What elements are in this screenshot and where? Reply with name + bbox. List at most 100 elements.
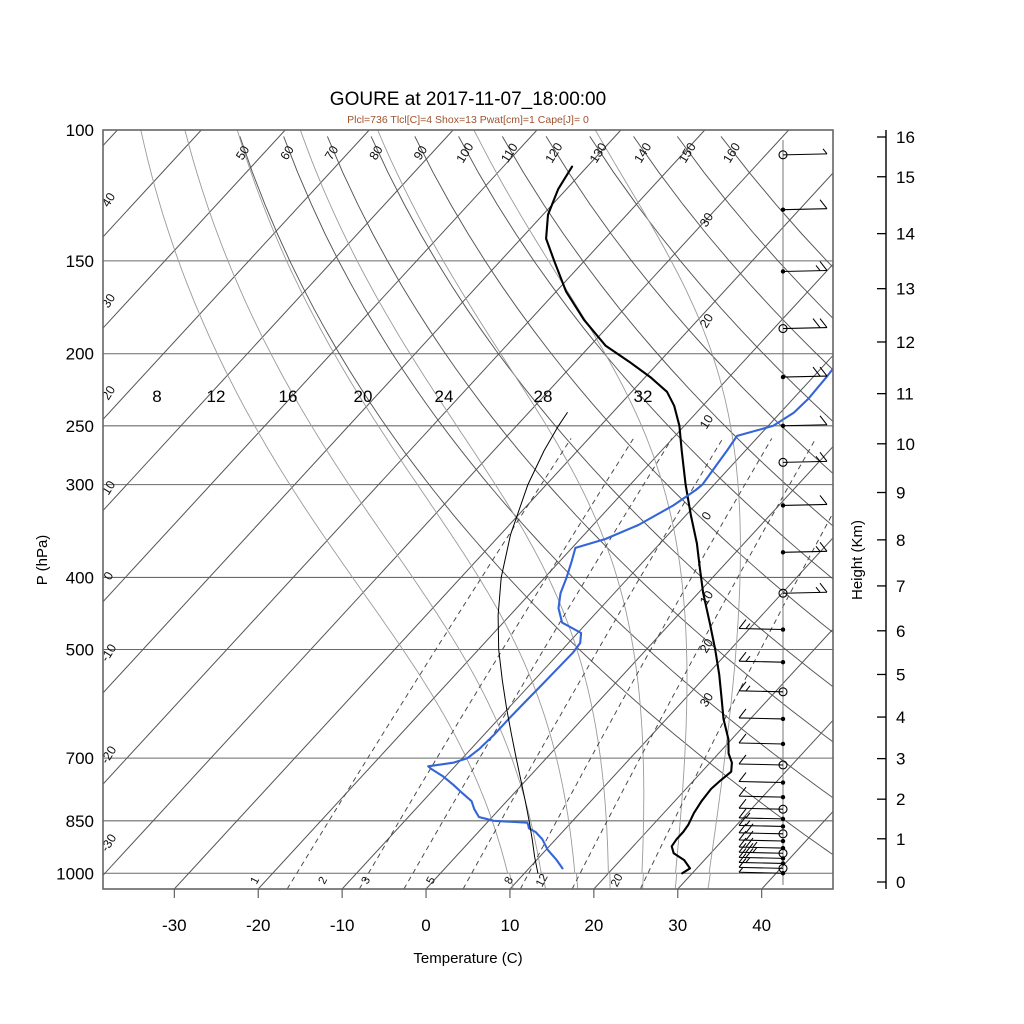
- moist-adiabat-label: 28: [534, 387, 553, 406]
- pressure-tick-label: 250: [66, 417, 94, 436]
- page-title: GOURE at 2017-11-07_18:00:00: [330, 89, 606, 110]
- height-tick-label: 15: [896, 168, 915, 187]
- wind-barb-full: [812, 366, 821, 377]
- dry-adiabat-label: 90: [411, 143, 430, 162]
- isotherm: [257, 263, 833, 889]
- height-tick-label: 9: [896, 484, 905, 503]
- mixing-ratio-label: 12: [534, 872, 551, 889]
- wind-barb: [738, 798, 788, 814]
- wind-barb-shaft: [738, 871, 784, 874]
- temperature-tick-label: 0: [421, 916, 430, 935]
- isotherm: [103, 130, 538, 603]
- wind-barb-half: [815, 545, 821, 552]
- wind-barb: [738, 816, 786, 829]
- height-tick-label: 3: [896, 750, 905, 769]
- wind-barb: [738, 708, 786, 722]
- pressure-tick-label: 700: [66, 749, 94, 768]
- height-tick-label: 0: [896, 873, 905, 892]
- isotherm-label-right: 10: [697, 412, 716, 431]
- wind-barb-full: [738, 619, 747, 629]
- wind-barb-half: [745, 857, 751, 863]
- wind-barb: [738, 681, 788, 697]
- temperature-tick-label: -10: [330, 916, 355, 935]
- isotherm: [103, 130, 370, 421]
- wind-barb-full: [738, 754, 747, 765]
- height-tick-label: 13: [896, 280, 915, 299]
- pressure-tick-label: 400: [66, 568, 94, 587]
- isotherm-label-left: 20: [99, 383, 118, 402]
- pressure-tick-label: 500: [66, 641, 94, 660]
- wind-barb-full: [745, 837, 754, 848]
- dry-adiabat-label: 50: [233, 143, 252, 162]
- moist-adiabat: [140, 130, 514, 889]
- y-axis-label-left: P (hPa): [34, 535, 51, 586]
- wind-barb-full: [738, 842, 747, 853]
- mixing-ratio-line: [639, 512, 833, 889]
- dry-adiabat: [501, 136, 833, 527]
- isotherm: [173, 172, 833, 889]
- moist-adiabat-label: 8: [152, 387, 161, 406]
- plot-frame: [102, 129, 834, 890]
- moist-adiabat: [377, 130, 645, 889]
- wind-barb-full: [738, 837, 747, 848]
- wind-barb: [780, 541, 828, 555]
- wind-barb-full: [819, 366, 828, 377]
- wind-barb-full: [819, 541, 828, 552]
- height-tick-label: 16: [896, 128, 915, 147]
- wind-barb-shaft: [738, 807, 784, 810]
- isotherm-label-right: 30: [697, 210, 716, 229]
- wind-barb: [778, 452, 828, 467]
- mixing-ratio-line: [403, 438, 673, 889]
- wind-barb: [778, 148, 828, 160]
- wind-barb-full: [738, 708, 747, 719]
- dry-adiabat: [414, 136, 833, 634]
- wind-barb-half: [745, 685, 751, 692]
- mixing-ratio-line: [358, 438, 634, 889]
- dry-adiabat-label: 70: [322, 143, 341, 162]
- dry-adiabat: [370, 136, 833, 688]
- isotherm: [103, 130, 790, 877]
- wind-barb-shaft: [738, 763, 784, 766]
- wind-barb-half: [738, 866, 744, 873]
- wind-barb-shaft: [738, 717, 784, 720]
- wind-barb-shaft: [738, 795, 784, 798]
- wind-barb: [738, 808, 786, 822]
- isotherm-label-right: 10: [697, 588, 716, 607]
- pressure-tick-label: 150: [66, 252, 94, 271]
- isotherm: [593, 628, 833, 889]
- wind-barb-full: [819, 415, 828, 426]
- wind-barb-half: [815, 456, 821, 462]
- wind-barb-shaft: [738, 781, 784, 784]
- height-tick-label: 1: [896, 830, 905, 849]
- wind-barb-shaft: [738, 742, 784, 745]
- mixing-ratio-label: 5: [425, 875, 439, 886]
- mixing-ratio-line: [571, 438, 817, 889]
- height-tick-label: 10: [896, 435, 915, 454]
- temperature-tick-label: 30: [668, 916, 687, 935]
- isotherm: [103, 130, 286, 329]
- wind-barb: [738, 619, 786, 632]
- moist-adiabat-label: 12: [207, 387, 226, 406]
- wind-barb-full: [745, 830, 754, 841]
- series-parcel: [497, 412, 568, 874]
- series-temperature: [545, 165, 733, 875]
- wind-barb-full: [819, 495, 828, 505]
- wind-barb-full: [819, 452, 828, 462]
- wind-barb-half: [815, 265, 821, 271]
- wind-barb-half: [745, 820, 751, 826]
- isotherm: [509, 537, 833, 889]
- wind-barb: [738, 837, 786, 851]
- height-tick-label: 2: [896, 790, 905, 809]
- wind-barb-full: [738, 786, 747, 797]
- wind-barb-shaft: [782, 153, 828, 156]
- height-tick-label: 7: [896, 577, 905, 596]
- wind-barb-half: [815, 586, 821, 593]
- wind-barb-half: [745, 655, 751, 662]
- isotherm-label-right: 30: [697, 690, 716, 709]
- sounding-curves: [427, 165, 833, 875]
- temperature-tick-label: 20: [584, 916, 603, 935]
- wind-barb-full: [738, 798, 747, 809]
- wind-barb-full: [819, 261, 828, 271]
